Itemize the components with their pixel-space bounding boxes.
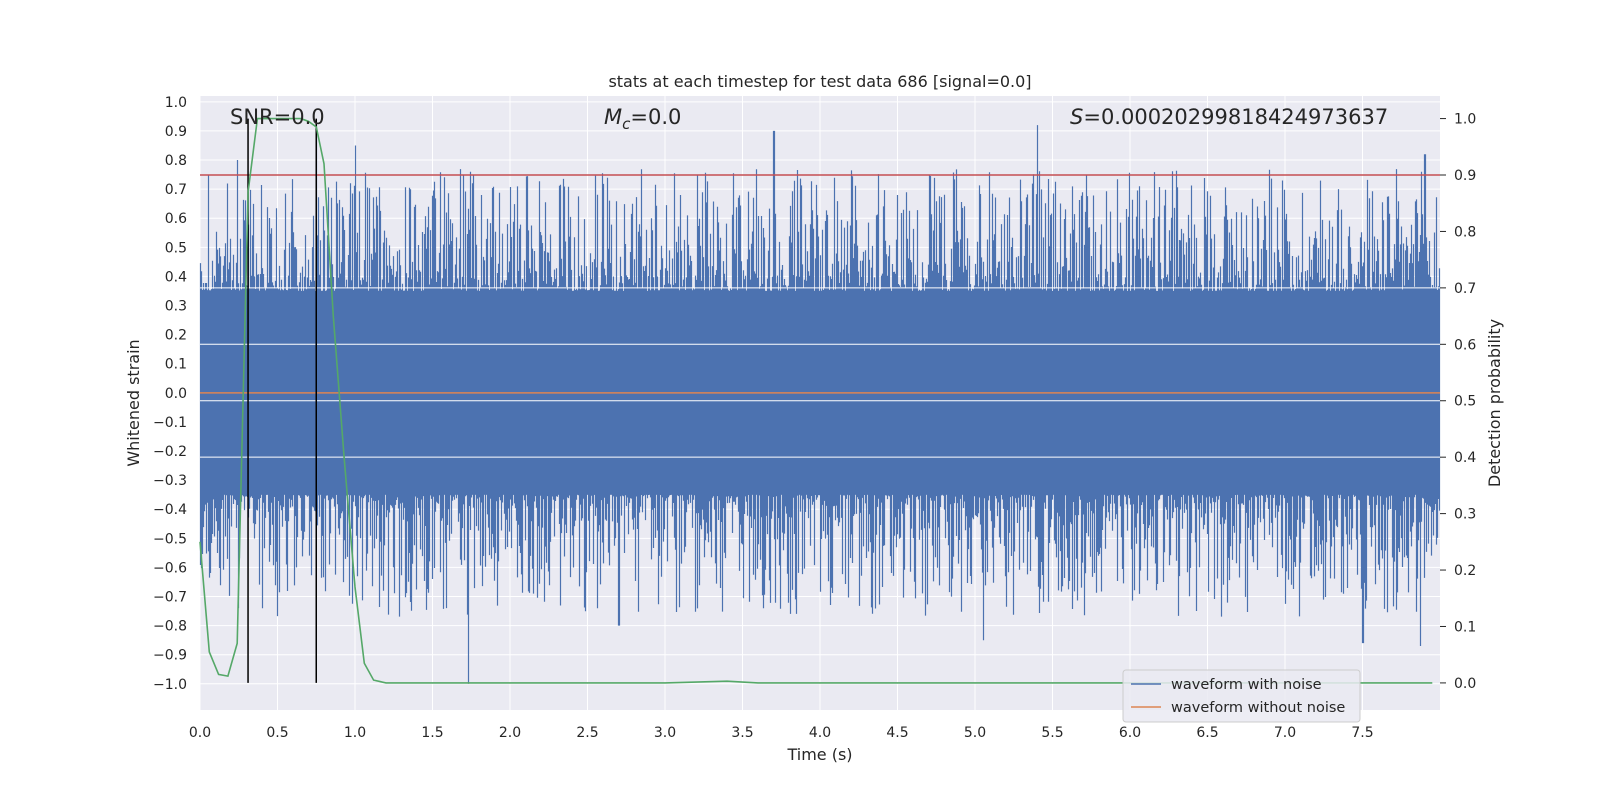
y-tick-label: −0.1 xyxy=(153,415,187,431)
chirp-mass-value: =0.0 xyxy=(630,105,681,129)
y-tick-label: 0.8 xyxy=(165,153,187,169)
y2-tick-label: 0.0 xyxy=(1454,676,1476,692)
y2-tick-label: 0.9 xyxy=(1454,168,1476,184)
legend: waveform with noise waveform without noi… xyxy=(1122,669,1361,723)
y2-tick-label: 0.3 xyxy=(1454,507,1476,523)
x-tick-label: 1.0 xyxy=(344,725,366,741)
y2-axis-label: Detection probability xyxy=(1485,319,1504,487)
chirp-mass-annotation: Mc=0.0 xyxy=(604,105,681,133)
x-tick-label: 6.0 xyxy=(1119,725,1141,741)
detection-probability-series xyxy=(199,117,1433,684)
snr-annotation: SNR=0.0 xyxy=(230,105,325,129)
y-tick-label: 0.3 xyxy=(165,299,187,315)
y-tick-label: 1.0 xyxy=(165,95,187,111)
y2-tick-label: 0.2 xyxy=(1454,563,1476,579)
y-tick-label: −0.5 xyxy=(153,531,187,547)
legend-box xyxy=(1122,669,1361,723)
y-tick-label: −1.0 xyxy=(153,677,187,693)
x-tick-label: 3.0 xyxy=(654,725,676,741)
y-tick-label: −0.7 xyxy=(153,590,187,606)
y2-tick-label: 0.4 xyxy=(1454,450,1476,466)
y-tick-label: −0.8 xyxy=(153,619,187,635)
y-tick-label: 0.7 xyxy=(165,182,187,198)
y-tick-label: −0.4 xyxy=(153,502,187,518)
y-tick-label: −0.9 xyxy=(153,648,187,664)
y2-tick-label: 0.8 xyxy=(1454,224,1476,240)
y-axis-label: Whitened strain xyxy=(124,339,143,466)
y-tick-label: 0.9 xyxy=(165,124,187,140)
x-tick-label: 4.0 xyxy=(809,725,831,741)
x-tick-label: 5.5 xyxy=(1041,725,1063,741)
x-tick-label: 2.5 xyxy=(576,725,598,741)
x-tick-label: 6.5 xyxy=(1196,725,1218,741)
statistic-value: =0.00020299818424973637 xyxy=(1083,105,1388,129)
y-tick-label: 0.6 xyxy=(165,211,187,227)
y2-tick-label: 1.0 xyxy=(1454,112,1476,128)
x-tick-label: 0.5 xyxy=(266,725,288,741)
y-tick-label: 0.5 xyxy=(165,240,187,256)
y2-tick-label: 0.5 xyxy=(1454,394,1476,410)
statistic-symbol: S xyxy=(1070,105,1083,129)
snr-statistic-annotation: S=0.00020299818424973637 xyxy=(1070,105,1388,129)
y-tick-label: −0.2 xyxy=(153,444,187,460)
y2-tick-label: 0.1 xyxy=(1454,619,1476,635)
x-tick-label: 3.5 xyxy=(731,725,753,741)
x-tick-label: 4.5 xyxy=(886,725,908,741)
y-tick-label: −0.6 xyxy=(153,560,187,576)
y-tick-label: 0.2 xyxy=(165,328,187,344)
x-tick-label: 1.5 xyxy=(421,725,443,741)
x-tick-label: 5.0 xyxy=(964,725,986,741)
x-tick-label: 2.0 xyxy=(499,725,521,741)
y2-tick-label: 0.7 xyxy=(1454,281,1476,297)
plot-content xyxy=(199,117,1441,684)
chirp-mass-symbol: M xyxy=(604,105,622,129)
chirp-mass-subscript: c xyxy=(622,115,631,133)
y-tick-label: −0.3 xyxy=(153,473,187,489)
x-tick-label: 0.0 xyxy=(189,725,211,741)
legend-label-noisy: waveform with noise xyxy=(1171,677,1322,693)
y2-tick-label: 0.6 xyxy=(1454,337,1476,353)
x-tick-label: 7.0 xyxy=(1274,725,1296,741)
chart-title: stats at each timestep for test data 686… xyxy=(608,72,1031,91)
x-tick-label: 7.5 xyxy=(1351,725,1373,741)
y-tick-label: 0.1 xyxy=(165,357,187,373)
x-axis-label: Time (s) xyxy=(786,745,852,764)
y-tick-label: 0.4 xyxy=(165,269,187,285)
y-tick-label: 0.0 xyxy=(165,386,187,402)
legend-label-clean: waveform without noise xyxy=(1171,700,1345,716)
axes: 0.0 0.5 1.0 1.5 2.0 2.5 3.0 3.5 4.0 4.5 5.0 5.5 6.0 6… xyxy=(153,95,1476,741)
